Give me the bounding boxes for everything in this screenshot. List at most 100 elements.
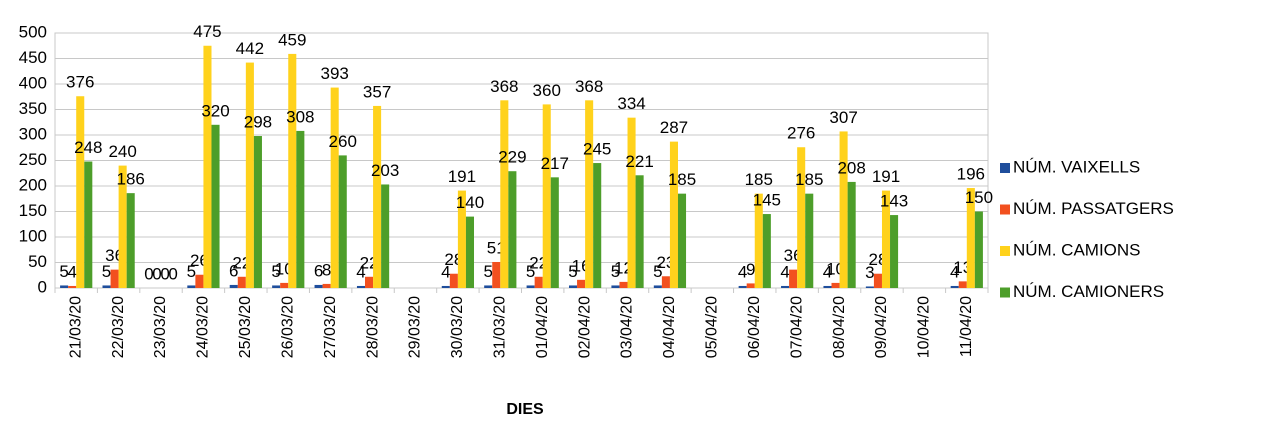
- bar: [873, 273, 882, 288]
- bar: [126, 193, 135, 288]
- data-label: 4: [780, 262, 789, 281]
- data-label: 393: [321, 64, 349, 83]
- bar: [118, 165, 127, 288]
- bar: [627, 117, 636, 288]
- bar: [781, 285, 790, 288]
- data-label: 4: [738, 262, 747, 281]
- bar: [338, 155, 347, 288]
- legend-swatch: [1000, 287, 1010, 298]
- data-label: 442: [236, 39, 264, 58]
- x-tick-label: 30/03/20: [449, 296, 466, 358]
- data-label: 4: [950, 262, 959, 281]
- bar: [484, 285, 493, 288]
- bar: [593, 163, 602, 288]
- data-label: 217: [541, 154, 569, 173]
- data-label: 0: [160, 264, 169, 283]
- x-tick-label: 25/03/20: [237, 296, 254, 358]
- data-label: 185: [795, 170, 823, 189]
- y-tick-label: 0: [38, 277, 47, 296]
- data-label: 208: [837, 158, 865, 177]
- bar: [280, 282, 289, 288]
- bar: [508, 171, 517, 288]
- bar: [449, 273, 458, 288]
- bar: [619, 281, 628, 288]
- data-label: 9: [746, 260, 755, 279]
- data-label: 320: [201, 101, 229, 120]
- bar: [585, 100, 594, 288]
- bar: [611, 285, 620, 288]
- data-label: 376: [66, 73, 94, 92]
- bar: [823, 285, 832, 288]
- data-label: 229: [498, 148, 526, 167]
- data-label: 6: [229, 261, 238, 280]
- bar: [84, 161, 93, 288]
- x-tick-label: 09/04/20: [873, 296, 890, 358]
- bar: [365, 276, 374, 288]
- x-tick-label: 07/04/20: [788, 296, 805, 358]
- y-tick-label: 300: [19, 124, 47, 143]
- data-label: 475: [193, 22, 221, 41]
- data-label: 6: [314, 261, 323, 280]
- data-label: 5: [653, 262, 662, 281]
- legend-label: NÚM. VAIXELLS: [1013, 157, 1140, 176]
- bar: [381, 184, 390, 288]
- legend-swatch: [1000, 163, 1010, 173]
- x-tick-label: 21/03/20: [67, 296, 84, 358]
- bar: [847, 181, 856, 288]
- data-label: 140: [456, 193, 484, 212]
- data-label: 260: [329, 132, 357, 151]
- data-label: 196: [957, 165, 985, 184]
- bar: [881, 190, 891, 288]
- bar: [322, 283, 331, 288]
- legend-label: NÚM. CAMIONERS: [1013, 282, 1164, 301]
- x-tick-label: 04/04/20: [661, 296, 678, 358]
- x-tick-label: 22/03/20: [110, 296, 127, 358]
- y-tick-label: 100: [19, 226, 47, 245]
- bar: [68, 285, 77, 288]
- bar: [534, 276, 543, 288]
- bar: [492, 261, 501, 288]
- y-tick-label: 150: [19, 201, 47, 220]
- data-label: 5: [611, 262, 620, 281]
- legend-swatch: [1000, 246, 1010, 256]
- x-tick-label: 27/03/20: [322, 296, 339, 358]
- bar: [550, 177, 559, 288]
- data-label: 186: [117, 170, 145, 189]
- bar: [950, 285, 959, 288]
- bar: [526, 285, 535, 288]
- bar: [373, 105, 382, 289]
- bar: [661, 276, 670, 288]
- bar: [890, 215, 899, 288]
- bar: [974, 211, 983, 288]
- bar: [966, 188, 975, 288]
- data-label: 368: [490, 77, 518, 96]
- bar: [746, 283, 755, 288]
- y-tick-label: 250: [19, 150, 47, 169]
- y-tick-label: 200: [19, 175, 47, 194]
- bar: [669, 141, 678, 288]
- data-label: 143: [880, 192, 908, 211]
- data-label: 5: [483, 262, 492, 281]
- x-tick-label: 26/03/20: [279, 296, 296, 358]
- bar: [577, 279, 586, 288]
- bar: [653, 285, 662, 288]
- data-label: 0: [144, 264, 153, 283]
- bar: [187, 285, 196, 288]
- bar: [102, 285, 111, 288]
- data-label: 191: [872, 167, 900, 186]
- data-label: 357: [363, 82, 391, 101]
- data-label: 4: [441, 262, 450, 281]
- bar: [635, 175, 644, 288]
- x-tick-label: 02/04/20: [576, 296, 593, 358]
- bar: [789, 269, 798, 288]
- bar: [110, 269, 119, 288]
- data-label: 145: [753, 191, 781, 210]
- data-label: 150: [965, 188, 993, 207]
- y-tick-label: 350: [19, 99, 47, 118]
- x-tick-label: 23/03/20: [152, 296, 169, 358]
- bar: [738, 285, 747, 288]
- x-tick-label: 03/04/20: [619, 296, 636, 358]
- legend-swatch: [1000, 204, 1010, 215]
- data-label: 203: [371, 161, 399, 180]
- data-label: 5: [526, 262, 535, 281]
